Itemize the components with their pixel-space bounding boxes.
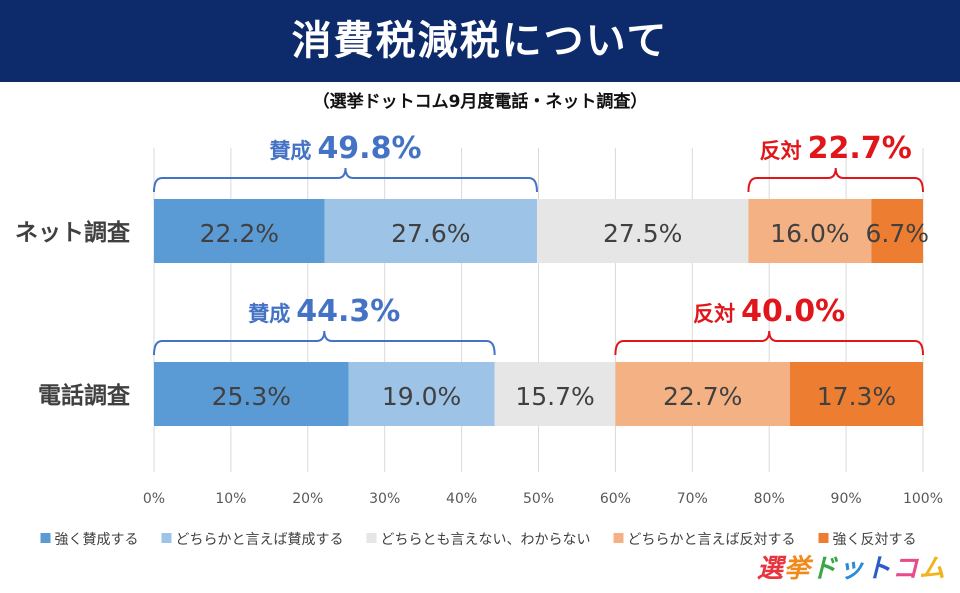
data-label: 16.0% <box>770 219 849 248</box>
legend-label: どちらとも言えない、わからない <box>381 532 591 548</box>
legend-swatch <box>818 533 829 543</box>
data-label: 17.3% <box>817 382 896 411</box>
brand-logo: 選挙ドットコム <box>757 548 946 585</box>
annotation-value: 44.3% <box>296 294 400 329</box>
data-label: 22.2% <box>200 219 279 248</box>
data-label: 6.7% <box>865 219 929 248</box>
bar-segment <box>348 362 495 426</box>
data-label: 22.7% <box>663 382 742 411</box>
bar-segment <box>789 362 923 426</box>
data-label: 19.0% <box>382 382 461 411</box>
legend-label: 強く反対する <box>833 532 917 548</box>
x-tick-label: 30% <box>369 491 400 507</box>
data-label: 15.7% <box>515 382 594 411</box>
category-label: 電話調査 <box>38 382 130 409</box>
x-tick-label: 100% <box>903 491 943 507</box>
bar-segment <box>494 362 616 426</box>
bar-segment <box>748 199 872 263</box>
against-bracket <box>614 330 924 356</box>
brand-letter: ム <box>918 554 946 584</box>
bar-segment <box>536 199 749 263</box>
legend-label: どちらかと言えば反対する <box>628 532 796 548</box>
for-annotation: 賛成 49.8% <box>269 131 421 166</box>
page-subtitle: （選挙ドットコム9月度電話・ネット調査） <box>312 92 648 112</box>
brand-letter: ド <box>810 554 838 584</box>
bar-segment <box>615 362 790 426</box>
x-tick-label: 70% <box>677 491 708 507</box>
x-tick-label: 20% <box>292 491 323 507</box>
annotation-label: 賛成 <box>248 302 290 326</box>
for-bracket <box>153 167 538 193</box>
brand-letter: ッ <box>837 554 865 584</box>
annotation-label: 賛成 <box>269 139 311 163</box>
x-tick-label: 80% <box>754 491 785 507</box>
x-tick-label: 0% <box>143 491 165 507</box>
legend-swatch <box>366 533 377 543</box>
legend-swatch <box>161 533 172 543</box>
legend-swatch <box>40 533 51 543</box>
x-tick-label: 90% <box>831 491 862 507</box>
annotation-value: 22.7% <box>808 131 912 166</box>
annotation-value: 40.0% <box>741 294 845 329</box>
bar-segment <box>871 199 923 263</box>
annotation-value: 49.8% <box>317 131 421 166</box>
bar-segment <box>324 199 537 263</box>
bar-segment <box>154 362 349 426</box>
brand-letter: 選 <box>756 554 784 584</box>
bar-segment <box>154 199 325 263</box>
data-label: 27.5% <box>603 219 682 248</box>
category-label: ネット調査 <box>15 219 130 246</box>
against-bracket <box>747 167 924 193</box>
x-tick-label: 10% <box>215 491 246 507</box>
annotation-label: 反対 <box>760 139 802 163</box>
brand-letter: ト <box>864 554 892 584</box>
against-annotation: 反対 22.7% <box>760 131 912 166</box>
for-annotation: 賛成 44.3% <box>248 294 400 329</box>
legend-swatch <box>613 533 624 543</box>
for-bracket <box>153 330 496 356</box>
brand-letter: 挙 <box>783 554 811 584</box>
brand-letter: コ <box>891 554 919 584</box>
x-tick-label: 40% <box>446 491 477 507</box>
data-label: 25.3% <box>212 382 291 411</box>
x-tick-label: 60% <box>600 491 631 507</box>
x-tick-label: 50% <box>523 491 554 507</box>
data-label: 27.6% <box>391 219 470 248</box>
legend-label: 強く賛成する <box>55 532 139 548</box>
against-annotation: 反対 40.0% <box>693 294 845 329</box>
annotation-label: 反対 <box>693 302 735 326</box>
page-title: 消費税減税について <box>291 18 669 64</box>
legend-label: どちらかと言えば賛成する <box>176 532 344 548</box>
title-bar <box>0 0 960 82</box>
